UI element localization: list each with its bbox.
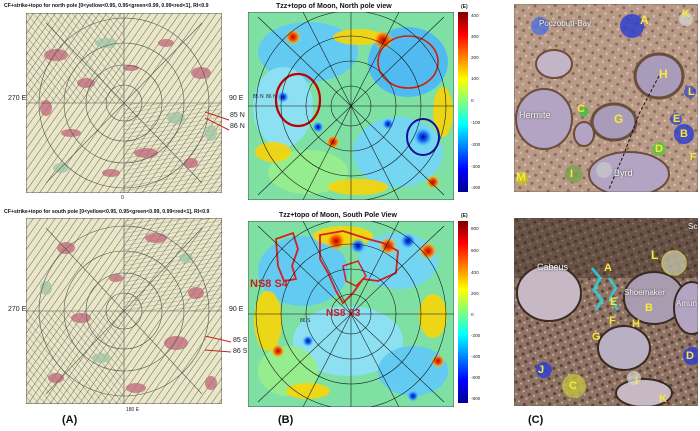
- panel-a-bot-lat2: 86 S: [233, 348, 248, 355]
- panel-a-top-map: [26, 13, 222, 193]
- sc-crater-label: Sc: [688, 222, 698, 231]
- colorbar-tick: -100: [471, 120, 481, 125]
- panel-a-bot-lat1: 85 S: [233, 337, 248, 344]
- crater-letter: L: [651, 248, 659, 262]
- panel-a-top-left-label: 270 E: [8, 95, 27, 102]
- colorbar-tick: 100: [471, 76, 479, 81]
- colorbar-tick: 600: [471, 248, 479, 253]
- crater-letter: K: [682, 8, 690, 20]
- crater-letter: B: [680, 128, 688, 140]
- panel-a-bot-left-label: 270 E: [8, 306, 27, 313]
- colorbar-tick: 200: [471, 291, 479, 296]
- crater-letter: G: [592, 331, 601, 343]
- poz-crater-label: Poczobutt-Bay: [539, 19, 592, 28]
- panel-a-bot-red-lines: [205, 336, 232, 353]
- panel-b-top-unit: (E): [461, 4, 468, 10]
- panel-a-bot-bottom-label: 180 E: [126, 407, 140, 413]
- crater-letter: J: [538, 364, 545, 376]
- panel-a-top-right-label: 90 E: [229, 95, 244, 102]
- crater-letter: C: [569, 380, 577, 392]
- crater-letter: K: [659, 393, 667, 405]
- crater-letter: D: [655, 143, 663, 155]
- colorbar-tick: 400: [471, 270, 479, 275]
- panel-a-top-red-lines: [205, 112, 230, 131]
- shoemaker-crater-label: Shoemaker: [624, 288, 665, 297]
- panel-b-top-title: Tzz+topo of Moon, North pole view: [276, 3, 392, 10]
- crater-letter: L: [688, 86, 695, 98]
- crater-letter: E: [610, 296, 618, 308]
- crater-letter: I: [570, 168, 574, 180]
- crater-letter: B: [645, 302, 653, 314]
- colorbar-tick: -300: [471, 164, 481, 169]
- panel-c-top-image: [514, 4, 698, 192]
- crater-letter: H: [659, 67, 668, 81]
- colorbar-tick: 400: [471, 13, 479, 18]
- colorbar-tick: 0: [471, 98, 474, 103]
- colorbar-tick: 300: [471, 34, 479, 39]
- colorbar-tick: 0: [471, 312, 474, 317]
- panel-a-bot-map: [26, 218, 222, 404]
- crater-letter: M: [516, 170, 526, 184]
- panel-a-top-title: CF+strike+topo for north pole [0<yellow<…: [4, 3, 209, 9]
- colorbar-tick: -600: [471, 375, 481, 380]
- panel-b-top-map: [248, 12, 454, 200]
- panel-c-letter: (C): [528, 414, 544, 426]
- panel-b-letter: (B): [278, 414, 294, 426]
- crater-letter: D: [686, 350, 694, 362]
- colorbar-tick: 200: [471, 55, 479, 60]
- panel-b-bot-title: Tzz+topo of Moon, South Pole View: [279, 212, 397, 219]
- panel-c-bot-image: [514, 218, 698, 406]
- crater-letter: A: [604, 262, 612, 274]
- crater-letter: F: [609, 315, 616, 327]
- crater-letter: E: [673, 113, 681, 125]
- crater-letter: I: [635, 375, 639, 387]
- colorbar-tick: 800: [471, 226, 479, 231]
- byrd-crater-label: Byrd: [614, 168, 633, 178]
- hermite-crater-label: Hermite: [519, 110, 551, 120]
- colorbar-tick: -400: [471, 354, 481, 359]
- crater-letter: C: [577, 103, 585, 115]
- colorbar-tick: -400: [471, 185, 481, 190]
- colorbar-tick: -200: [471, 142, 481, 147]
- colorbar-tick: -800: [471, 396, 481, 401]
- crater-letter: H: [632, 318, 640, 330]
- panel-b-bot-map: [248, 221, 454, 407]
- panel-a-letter: (A): [62, 414, 78, 426]
- panel-a-top-lat1: 85 N: [230, 112, 245, 119]
- panel-b-bot-unit: (E): [461, 213, 468, 219]
- panel-a-top-lat2: 86 N: [230, 123, 245, 130]
- panel-a-top-bottom-label: 0: [121, 195, 124, 201]
- crater-letter: G: [614, 112, 624, 126]
- colorbar-tick: -200: [471, 333, 481, 338]
- panel-a-bot-title: CF+strike+topo for south pole [0<yellow<…: [4, 209, 210, 215]
- panel-b-bot-colorbar: [458, 221, 468, 403]
- cabeus-crater-label: Cabeus: [537, 262, 569, 272]
- panel-b-top-colorbar: [458, 12, 468, 192]
- ns8-s3-label: NS8 S3: [326, 308, 361, 319]
- crater-letter: F: [690, 152, 697, 163]
- panel-b-top-lat1: 85 N: [253, 94, 264, 100]
- amundsen-crater-label: Amun: [676, 299, 697, 308]
- ns8-s4-label: NS8 S4: [250, 278, 288, 290]
- crater-letter: A: [640, 13, 649, 27]
- panel-a-bot-right-label: 90 E: [229, 306, 244, 313]
- panel-b-top-lat2: 86 N: [266, 94, 277, 100]
- panel-b-bot-lat: 86 S: [300, 318, 311, 324]
